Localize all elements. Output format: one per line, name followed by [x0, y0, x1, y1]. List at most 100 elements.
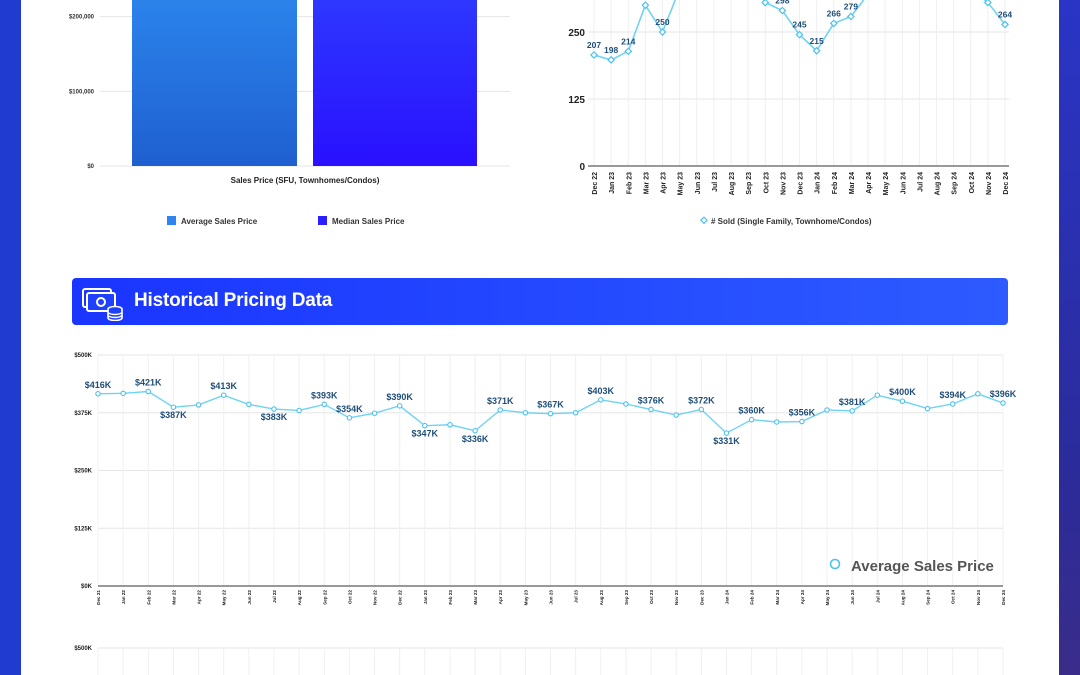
- legend-marker: [829, 558, 841, 570]
- data-label: $367K: [537, 400, 564, 410]
- x-tick-label: Jul 24: [875, 590, 880, 603]
- x-tick-label: Feb 23: [448, 590, 453, 605]
- data-point: [346, 415, 353, 421]
- data-point: [899, 398, 906, 404]
- avg-sales-price-history-chart: $0K $125K $250K $375K $500K $416K $421K $387K $4…: [74, 353, 1017, 606]
- data-point: [949, 401, 956, 407]
- data-point: [624, 47, 633, 56]
- data-point: [658, 28, 667, 36]
- data-point: [220, 392, 227, 398]
- x-tick-label: Sep 23: [746, 172, 753, 195]
- x-tick-label: Nov 22: [373, 590, 378, 606]
- data-label: $376K: [638, 396, 665, 406]
- x-tick-label: Jun 24: [900, 172, 907, 194]
- data-label: $360K: [738, 406, 765, 416]
- x-tick-label: Jan 24: [815, 172, 822, 194]
- y-tick-label: $500K: [74, 646, 92, 652]
- x-tick-label: May 23: [523, 590, 528, 606]
- data-point: [761, 0, 770, 7]
- x-tick-label: Nov 23: [780, 172, 787, 195]
- x-tick-label: Jun 22: [247, 590, 252, 605]
- data-point: [874, 392, 881, 398]
- x-tick-label: Jan 24: [724, 590, 729, 605]
- x-tick-label: Mar 23: [643, 172, 650, 194]
- y-tick-label: $200,000: [69, 15, 95, 21]
- x-tick-label: Dec 24: [1001, 590, 1006, 605]
- data-point: [321, 401, 327, 408]
- x-tick-label: Nov 23: [674, 590, 679, 606]
- x-tick-label: Jul 23: [712, 172, 719, 192]
- x-tick-label: Mar 24: [775, 590, 780, 605]
- legend-label: # Sold (Single Family, Townhome/Condos): [711, 217, 872, 226]
- data-label: $390K: [386, 392, 413, 402]
- data-point: [472, 428, 478, 434]
- data-label: $371K: [487, 396, 514, 406]
- data-point: [648, 406, 654, 413]
- data-point: [447, 422, 453, 428]
- sales-price-bar-chart: $0 $100,000 $200,000 Sales Price (SFU, Town…: [69, 0, 510, 226]
- data-point: [673, 412, 679, 418]
- legend-label-average: Average Sales Price: [181, 217, 258, 226]
- y-tick-label: $375K: [74, 411, 92, 417]
- historical-pricing-banner: Historical Pricing Data: [72, 278, 1008, 325]
- x-tick-label: Feb 24: [832, 172, 839, 194]
- x-tick-label: Jun 23: [549, 590, 554, 605]
- x-tick-label: Dec 24: [1003, 172, 1010, 195]
- x-tick-label: Mar 24: [849, 172, 856, 194]
- data-point: [522, 410, 529, 416]
- x-tick-label: Jul 22: [272, 590, 277, 603]
- data-point: [799, 418, 805, 425]
- data-label: $416K: [85, 380, 112, 390]
- data-point: [983, 0, 992, 7]
- x-tick-label: Oct 24: [969, 172, 976, 194]
- legend-label-median: Median Sales Price: [332, 217, 405, 226]
- x-tick-label: Sep 23: [624, 590, 629, 605]
- y-tick-label: $500K: [74, 353, 92, 359]
- x-tick-label: Mar 22: [171, 590, 176, 605]
- data-point: [824, 407, 830, 413]
- y-tick-label: $100,000: [69, 89, 95, 95]
- x-tick-label: Mar 23: [473, 590, 478, 605]
- data-label: 207: [587, 40, 601, 50]
- x-tick-label: Sep 22: [322, 590, 327, 605]
- x-tick-label: Oct 23: [763, 172, 770, 194]
- data-label: $356K: [789, 408, 816, 418]
- x-tick-label: Nov 24: [986, 172, 993, 195]
- data-label: $394K: [939, 390, 966, 400]
- data-label: 198: [604, 45, 618, 55]
- y-tick-label: $125K: [74, 526, 92, 532]
- y-tick-label: $0: [87, 164, 94, 170]
- data-label: $400K: [889, 387, 916, 397]
- x-tick-label: Sep 24: [952, 172, 959, 195]
- data-point: [975, 391, 981, 397]
- y-tick-label: 0: [579, 162, 585, 173]
- data-point: [195, 402, 202, 408]
- data-point: [795, 30, 804, 39]
- x-tick-label: Jun 24: [850, 590, 855, 605]
- data-point: [812, 46, 821, 55]
- data-point: [246, 401, 252, 408]
- data-point: [598, 397, 604, 403]
- data-point: [145, 388, 152, 395]
- x-tick-label: Dec 23: [798, 172, 805, 195]
- x-tick-label: Feb 24: [750, 590, 755, 605]
- data-label: 250: [655, 17, 669, 27]
- data-label: $347K: [412, 429, 439, 439]
- x-tick-label: Dec 22: [398, 590, 403, 605]
- x-tick-label: Jan 22: [121, 590, 126, 605]
- data-label: $421K: [135, 377, 162, 387]
- data-point: [723, 430, 730, 436]
- x-tick-label: Jan 23: [423, 590, 428, 605]
- y-tick-label: $0K: [81, 584, 93, 590]
- x-tick-label: Aug 23: [729, 172, 736, 195]
- data-label: $396K: [990, 389, 1017, 399]
- data-label: $413K: [210, 381, 237, 391]
- legend-swatch-median: [318, 216, 327, 225]
- x-tick-label: Aug 22: [297, 590, 302, 606]
- data-label: $403K: [588, 386, 615, 396]
- y-tick-label: $250K: [74, 469, 92, 475]
- data-label: 245: [792, 20, 806, 30]
- data-point: [778, 6, 787, 15]
